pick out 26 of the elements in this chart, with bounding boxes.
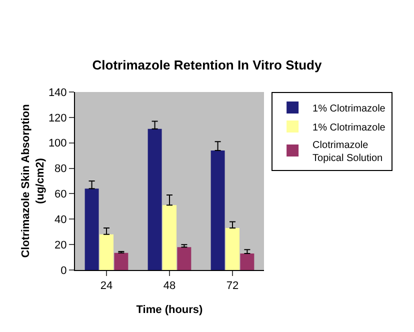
bar [100,234,114,270]
legend-label: Clotrimazole Topical Solution [312,140,383,164]
legend-label: 1% Clotrimazole [312,103,386,114]
legend-label: 1% Clotrimazole [312,122,386,134]
bar [226,228,240,270]
y-tick-label: 60 [54,188,67,201]
y-tick-label: 40 [54,214,67,226]
y-tick-label: 120 [48,112,67,124]
x-tick-label: 24 [100,280,113,292]
bar [177,247,192,270]
y-tick-label: 80 [54,163,67,176]
bar [240,253,254,270]
x-tick-label: 72 [226,280,239,292]
y-axis-title: Clotrimazole Skin Absorption (ug/cm2) [20,104,46,258]
chart-title: Clotrimazole Retention In Vitro Study [92,58,322,73]
bar [84,188,99,270]
bar [162,205,176,270]
y-tick-label: 100 [48,138,67,150]
x-axis-title: Time (hours) [136,304,204,316]
y-tick-label: 20 [54,239,67,252]
x-tick-label: 48 [163,280,176,292]
bar [114,252,128,270]
y-tick-label: 0 [60,264,67,277]
bar [210,150,225,270]
bar [148,128,162,270]
y-tick-label: 140 [48,86,67,99]
